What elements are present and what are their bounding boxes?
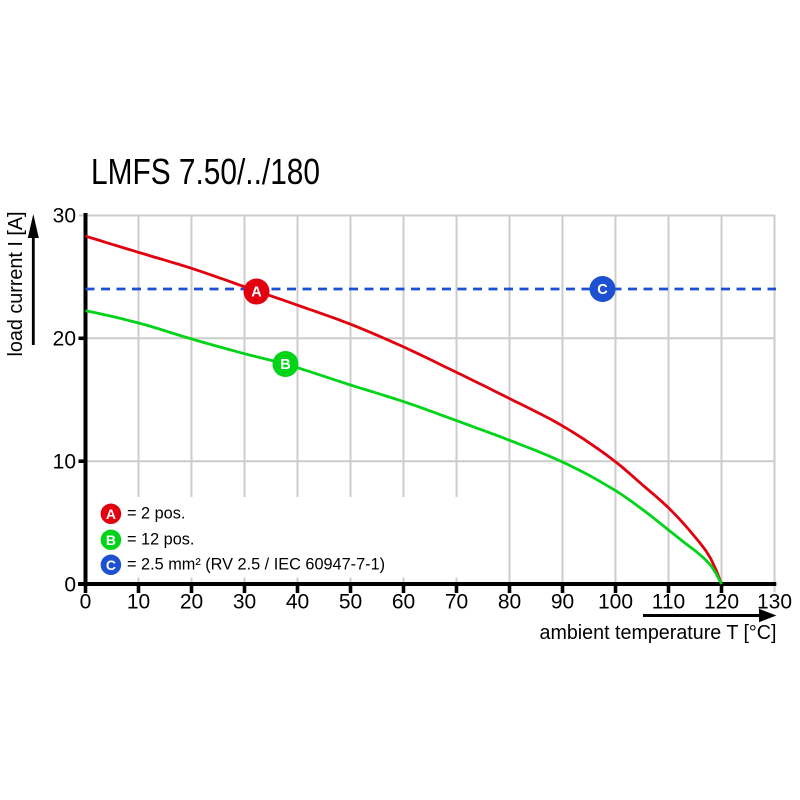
svg-text:100: 100	[598, 591, 633, 614]
svg-text:B: B	[106, 532, 116, 548]
svg-text:70: 70	[445, 591, 468, 614]
svg-text:20: 20	[53, 328, 76, 351]
svg-text:LMFS 7.50/../180: LMFS 7.50/../180	[91, 151, 320, 192]
svg-text:50: 50	[339, 591, 362, 614]
svg-text:0: 0	[80, 591, 92, 614]
svg-text:60: 60	[392, 591, 415, 614]
svg-text:20: 20	[180, 591, 203, 614]
svg-text:C: C	[106, 557, 116, 573]
svg-text:B: B	[280, 357, 290, 373]
svg-text:30: 30	[53, 205, 76, 228]
svg-text:= 2 pos.: = 2 pos.	[127, 505, 185, 523]
svg-text:load current I [A]: load current I [A]	[5, 212, 27, 357]
svg-text:C: C	[597, 282, 608, 298]
svg-text:80: 80	[498, 591, 521, 614]
svg-text:A: A	[251, 285, 262, 301]
svg-text:130: 130	[757, 591, 792, 614]
svg-text:ambient temperature T [°C]: ambient temperature T [°C]	[540, 622, 777, 644]
svg-text:A: A	[106, 506, 116, 522]
svg-text:0: 0	[64, 573, 76, 596]
svg-text:10: 10	[127, 591, 150, 614]
svg-text:= 12 pos.: = 12 pos.	[127, 531, 194, 549]
svg-text:30: 30	[233, 591, 256, 614]
svg-text:120: 120	[704, 591, 739, 614]
svg-text:90: 90	[551, 591, 574, 614]
svg-text:40: 40	[286, 591, 309, 614]
svg-text:= 2.5 mm² (RV 2.5 / IEC 60947-: = 2.5 mm² (RV 2.5 / IEC 60947-7-1)	[127, 556, 385, 574]
svg-text:10: 10	[53, 451, 76, 474]
svg-text:110: 110	[652, 591, 685, 614]
